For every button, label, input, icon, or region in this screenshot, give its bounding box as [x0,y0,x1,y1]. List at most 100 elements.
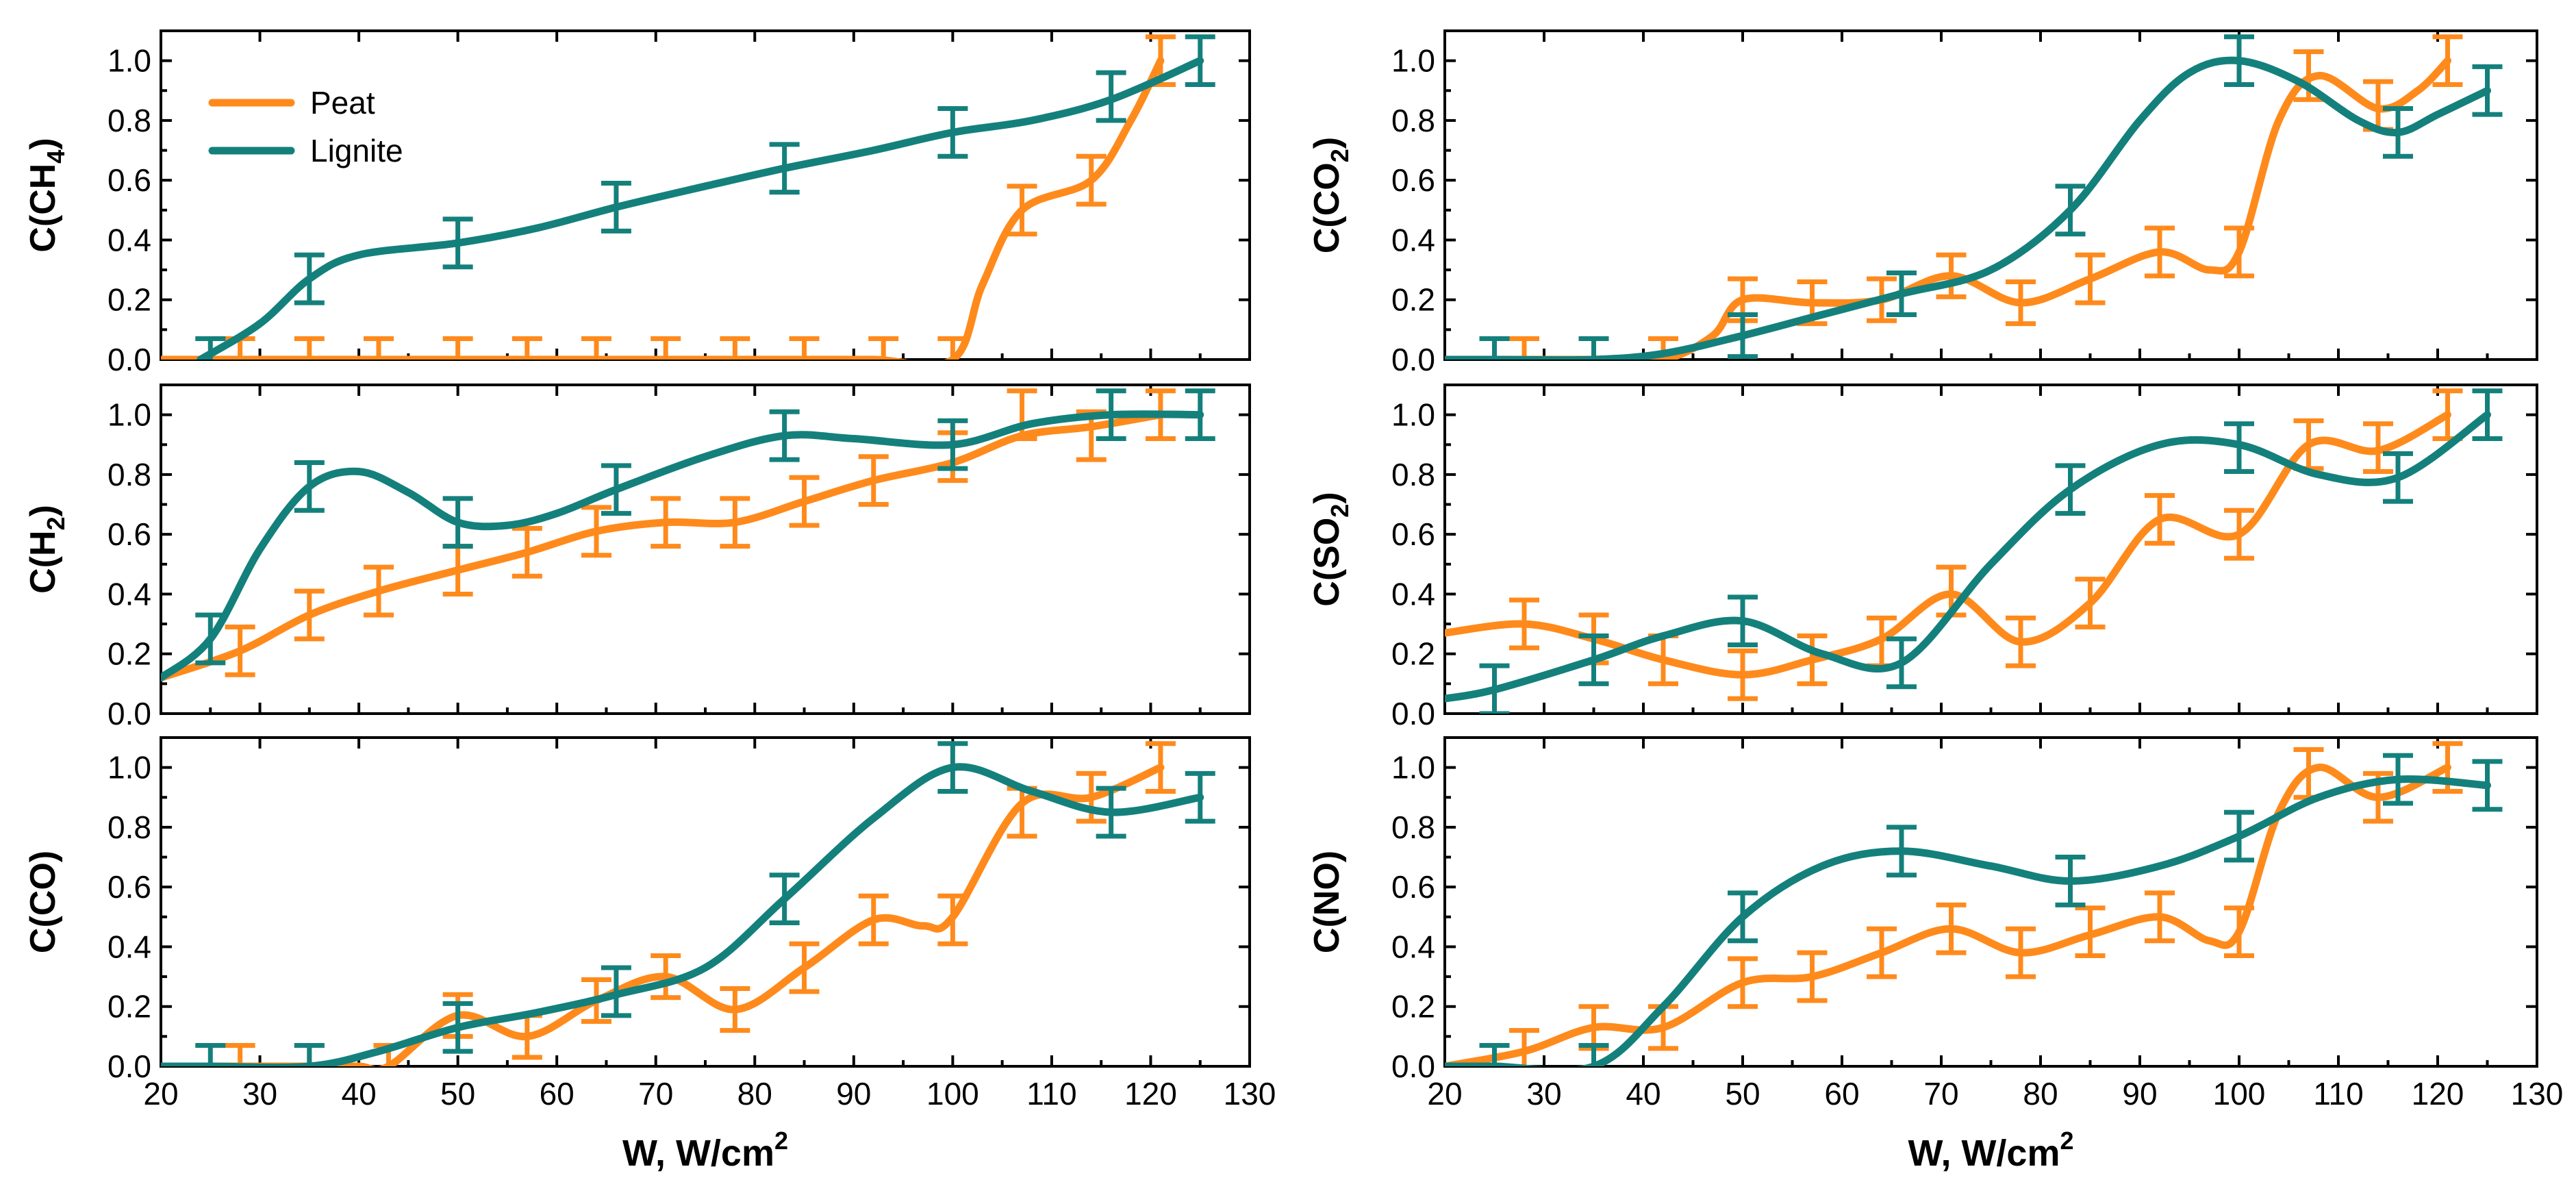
series-line-peat [161,764,1165,1066]
error-bar-lignite [2055,184,2086,237]
x-tick-label: 60 [540,1076,574,1112]
y-axis-label: C(CH4) [23,138,70,252]
error-bar-peat [2432,388,2463,442]
error-bar-peat [858,454,889,507]
error-bar-lignite [937,105,968,159]
y-tick-label: 0.2 [1391,989,1435,1025]
x-tick-label: 40 [342,1076,377,1112]
error-bar-peat [1509,336,1539,360]
error-bar-lignite [1728,594,1758,648]
error-bar-peat [720,336,750,360]
x-tick-label: 120 [1124,1076,1177,1112]
error-bar-lignite [1886,636,1917,690]
error-bar-lignite [294,1042,325,1066]
y-axis-label: C(SO2) [1307,492,1354,606]
error-bar-peat [789,475,820,528]
error-bar-peat [2432,34,2463,88]
error-bar-lignite [1096,388,1126,442]
y-tick-label: 1.0 [1391,750,1435,786]
error-bar-lignite [601,965,631,1018]
error-bar-peat [512,525,542,579]
y-tick-label: 0.8 [108,809,151,845]
y-tick-label: 0.0 [108,342,151,377]
y-axis-label: C(NO) [1307,851,1347,953]
error-bar-lignite [2224,421,2254,475]
series-line-lignite [197,57,1204,360]
error-bar-peat [2224,225,2254,279]
x-tick-label: 130 [2511,1076,2564,1112]
y-tick-label: 0.4 [1391,576,1435,612]
error-bar-lignite [1728,890,1758,944]
error-bar-peat [651,953,681,1001]
error-bar-lignite [1578,336,1609,360]
series-group [1445,34,2503,360]
series-line-lignite [1445,775,2491,1066]
error-bar-peat [1007,388,1037,442]
error-bar-lignite [1886,825,1917,878]
error-bar-lignite [2224,809,2254,863]
error-bar-lignite [1185,34,1215,88]
x-tick-label: 50 [1725,1076,1760,1112]
error-bar-peat [2075,577,2106,629]
y-tick-label: 0.4 [108,222,151,258]
series-line-peat [1445,57,2451,360]
error-bar-lignite [195,612,226,666]
error-bar-lignite [442,1001,473,1054]
series-group [161,741,1215,1066]
error-bar-peat [1936,902,1967,955]
panel-co: 20 30 40 50 60 70 80 90 100 110 120 130 0.0 0.2 0.4 0.6… [23,736,1276,1174]
error-bar-lignite [442,496,473,549]
y-tick-label: 1.0 [108,750,151,786]
error-bar-lignite [769,872,800,926]
x-tick-label: 80 [737,1076,772,1112]
error-bar-lignite [1096,786,1126,839]
error-bar-peat [225,624,255,677]
error-bar-lignite [1096,70,1126,123]
error-bar-peat [2145,890,2175,944]
y-tick-label: 0.4 [1391,929,1435,964]
series-line-lignite [1445,56,2491,360]
y-axis-label: C(CO) [23,851,63,953]
error-bar-peat [1867,926,1897,979]
y-tick-label: 0.6 [108,516,151,552]
y-tick-label: 0.6 [108,869,151,905]
y-tick-label: 0.8 [1391,457,1435,492]
y-tick-label: 0.4 [108,929,151,964]
y-tick-label: 0.0 [1391,342,1435,377]
error-bar-peat [937,893,968,946]
y-tick-label: 1.0 [1391,43,1435,79]
error-bar-peat [581,336,611,360]
y-tick-label: 0.0 [1391,1048,1435,1084]
error-bar-lignite [294,460,325,513]
x-axis-label: W, W/cm2 [1908,1127,2073,1174]
x-tick-label: 100 [2213,1076,2266,1112]
y-tick-label: 0.4 [1391,222,1435,258]
x-tick-label: 60 [1824,1076,1859,1112]
error-bar-lignite [1578,1042,1609,1066]
series-group [161,388,1215,682]
x-axis-label: W, W/cm2 [622,1127,788,1174]
error-bar-peat [858,893,889,946]
y-tick-label: 0.8 [1391,103,1435,138]
error-bar-peat [1648,336,1678,360]
error-bar-lignite [294,252,325,305]
series-line-lignite [161,763,1204,1066]
error-bar-peat [1509,597,1539,651]
x-tick-label: 110 [1026,1076,1076,1112]
x-tick-label: 130 [1224,1076,1276,1112]
error-bar-peat [364,564,394,618]
error-bar-peat [937,336,968,360]
panel-so2: 0.0 0.2 0.4 0.6 0.8 1.0 C(SO2) [1307,384,2538,731]
series-line-lignite [1445,411,2491,703]
y-tick-label: 0.2 [108,636,151,672]
panel-h2: 0.0 0.2 0.4 0.6 0.8 1.0 C(H2) [23,384,1251,731]
error-bar-lignite [2055,463,2086,516]
y-tick-label: 0.8 [108,457,151,492]
error-bar-lignite [1185,770,1215,824]
y-tick-label: 0.8 [1391,809,1435,845]
y-tick-label: 0.2 [108,282,151,318]
x-tick-label: 90 [836,1076,871,1112]
error-bar-peat [651,496,681,549]
series-line-peat [161,57,1165,360]
